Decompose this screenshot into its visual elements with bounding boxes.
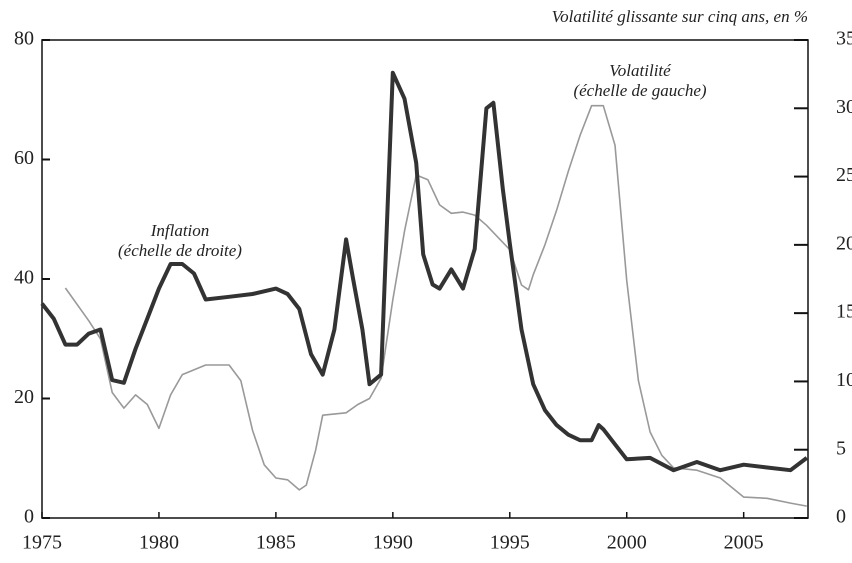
x-tick-label: 1985: [256, 532, 296, 554]
y2-tick-label: 5: [836, 437, 846, 459]
x-tick-label: 2005: [724, 532, 764, 554]
x-tick-label: 1980: [139, 532, 179, 554]
y-tick-label: 80: [14, 28, 34, 50]
x-tick-label: 1975: [22, 532, 62, 554]
y2-tick-label: 30: [836, 96, 852, 118]
y2-tick-label: 25: [836, 164, 852, 186]
y2-tick-label: 0: [836, 506, 846, 528]
chart-subtitle: Volatilité glissante sur cinq ans, en %: [552, 7, 808, 26]
y-tick-label: 60: [14, 147, 34, 169]
y-tick-label: 0: [24, 506, 34, 528]
series-line: [40, 70, 809, 473]
annotation: Volatilité: [609, 61, 672, 80]
x-tick-label: 1995: [490, 532, 530, 554]
annotation: (échelle de gauche): [573, 81, 706, 100]
annotation: (échelle de droite): [118, 241, 242, 260]
plot-frame: [41, 39, 809, 519]
x-tick-label: 1990: [373, 532, 413, 554]
y2-tick-label: 20: [836, 232, 852, 254]
y2-tick-label: 15: [836, 301, 852, 323]
y2-tick-label: 35: [836, 28, 852, 50]
x-tick-label: 2000: [607, 532, 647, 554]
y2-tick-label: 10: [836, 369, 852, 391]
series-line: [64, 104, 807, 507]
y-tick-label: 20: [14, 386, 34, 408]
annotation: Inflation: [150, 221, 210, 240]
y-tick-label: 40: [14, 267, 34, 289]
